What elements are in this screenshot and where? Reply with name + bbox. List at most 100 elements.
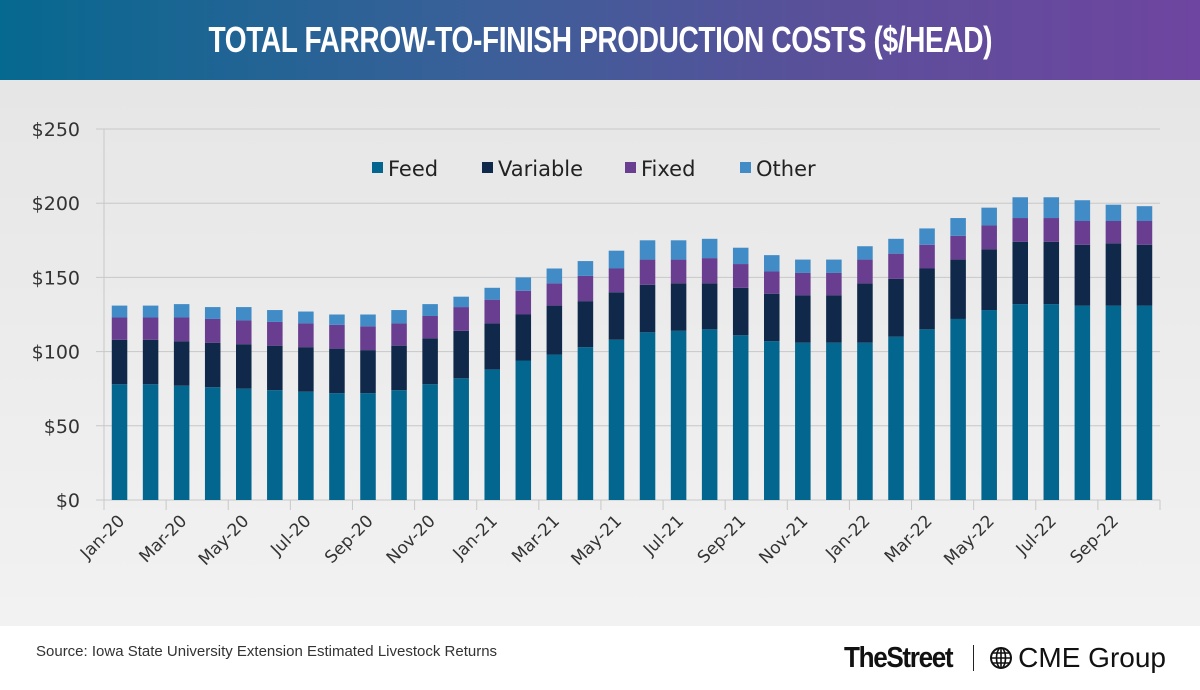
bar-segment-other	[422, 304, 438, 316]
bar-segment-feed	[981, 310, 997, 500]
x-tick-label: Nov-21	[755, 511, 812, 568]
bar-segment-other	[1136, 206, 1153, 222]
bar-segment-fixed	[608, 268, 625, 293]
bar-segment-fixed	[298, 323, 314, 348]
bar-segment-fixed	[981, 225, 997, 250]
bar-segment-feed	[826, 342, 842, 500]
bar-segment-fixed	[142, 317, 159, 340]
y-tick-label: $50	[44, 416, 80, 438]
bar-segment-feed	[267, 390, 283, 500]
bar-segment-feed	[795, 342, 811, 500]
bar-segment-other	[515, 277, 532, 291]
bar-stack	[546, 268, 563, 500]
legend-swatch-other	[740, 162, 751, 173]
bar-segment-other	[826, 259, 842, 273]
bar-segment-other	[391, 310, 407, 324]
cme-group-text: CME Group	[1018, 642, 1166, 673]
y-tick-label: $250	[32, 119, 80, 141]
x-tick-label: Mar-21	[508, 511, 564, 567]
chart-title: TOTAL FARROW-TO-FINISH PRODUCTION COSTS …	[208, 19, 992, 60]
bar-segment-other	[1105, 204, 1122, 222]
bar-segment-fixed	[484, 299, 500, 324]
bar-segment-other	[111, 305, 128, 318]
bar-segment-other	[173, 304, 190, 318]
bar-segment-variable	[422, 338, 438, 385]
bar-segment-feed	[1074, 305, 1091, 500]
x-tick-label: Sep-20	[321, 511, 377, 567]
bar-segment-fixed	[329, 324, 345, 349]
bar-segment-fixed	[919, 244, 935, 269]
bar-segment-other	[360, 314, 376, 327]
bar-segment-variable	[577, 301, 594, 348]
bar-segment-variable	[1074, 244, 1091, 306]
bar-segment-fixed	[236, 320, 252, 345]
logo-divider	[972, 645, 975, 671]
bar-segment-other	[453, 296, 469, 308]
bar-segment-fixed	[670, 259, 687, 284]
bar-segment-feed	[236, 388, 252, 500]
bar-segment-variable	[298, 347, 314, 392]
bar-stack	[329, 314, 345, 500]
bar-segment-fixed	[732, 264, 749, 288]
bar-stack	[795, 259, 811, 500]
legend-label-feed: Feed	[388, 157, 438, 181]
x-tick-label: May-21	[568, 511, 626, 569]
bar-segment-variable	[1043, 241, 1060, 305]
bar-stack	[764, 255, 780, 500]
bar-segment-variable	[236, 344, 252, 389]
bar-segment-variable	[484, 323, 500, 370]
bar-segment-variable	[639, 284, 656, 333]
bar-segment-other	[732, 247, 749, 265]
bar-segment-variable	[701, 283, 718, 330]
bar-segment-other	[1043, 197, 1060, 219]
bar-segment-feed	[142, 384, 159, 500]
bar-segment-feed	[111, 384, 128, 500]
bar-stack	[639, 240, 656, 500]
stacked-bar-chart: $0 $50 $100 $150 $200 $250 Jan-20 Mar-20 May-20…	[32, 119, 1161, 570]
bar-segment-variable	[515, 314, 532, 361]
bar-stack	[298, 311, 314, 500]
bar-segment-variable	[546, 305, 563, 355]
bar-segment-feed	[919, 329, 935, 500]
y-tick-label: $150	[32, 267, 80, 289]
bar-stack	[267, 310, 283, 500]
source-note: Source: Iowa State University Extension …	[36, 643, 498, 660]
bar-segment-variable	[360, 350, 376, 394]
bar-segment-feed	[173, 385, 190, 500]
bar-stack	[1074, 200, 1091, 500]
bar-segment-fixed	[1136, 221, 1153, 245]
bar-segment-other	[546, 268, 563, 284]
bar-segment-variable	[142, 339, 159, 385]
bar-segment-other	[236, 307, 252, 321]
bar-segment-variable	[1012, 241, 1028, 305]
bar-segment-fixed	[577, 275, 594, 302]
bar-segment-variable	[329, 348, 345, 394]
bar-segment-fixed	[826, 272, 842, 296]
bar-segment-fixed	[546, 283, 563, 306]
legend-label-other: Other	[756, 157, 816, 181]
bar-segment-fixed	[422, 315, 438, 339]
x-tick-label: Mar-20	[135, 511, 191, 567]
bar-segment-feed	[329, 393, 345, 500]
bar-stack	[701, 238, 718, 500]
bar-segment-other	[329, 314, 345, 325]
bar-segment-other	[764, 255, 780, 272]
legend-label-fixed: Fixed	[641, 157, 695, 181]
bar-stack	[142, 305, 159, 500]
bar-stack	[1136, 206, 1153, 500]
bar-segment-variable	[857, 283, 873, 343]
legend: Feed Variable Fixed Other	[372, 157, 816, 181]
x-tick-label: May-20	[195, 511, 253, 569]
bar-segment-feed	[360, 393, 376, 500]
bar-segment-variable	[111, 339, 128, 385]
bar-stack	[981, 207, 997, 500]
bar-segment-feed	[204, 387, 221, 500]
bar-stack	[484, 287, 500, 500]
bar-segment-fixed	[360, 326, 376, 351]
bar-segment-feed	[577, 347, 594, 500]
bar-segment-feed	[888, 336, 904, 500]
bar-segment-fixed	[1043, 218, 1060, 242]
legend-swatch-fixed	[625, 162, 636, 173]
bar-segment-feed	[391, 390, 407, 500]
bar-segment-other	[484, 287, 500, 300]
